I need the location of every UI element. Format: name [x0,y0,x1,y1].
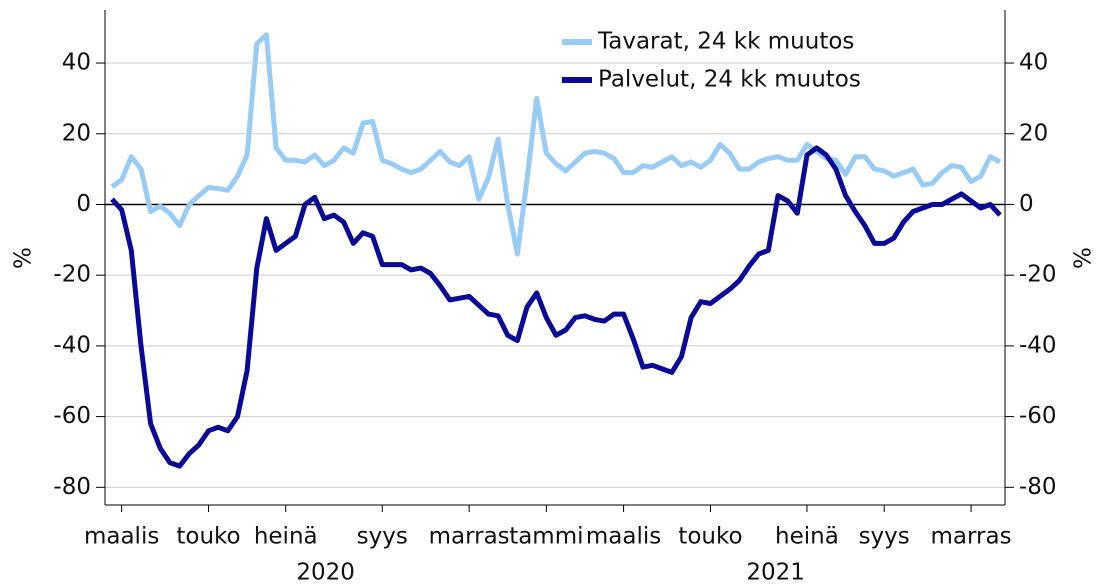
y-tick-label: 40 [62,50,91,76]
x-tick-label: marras [930,524,1011,550]
y-tick-label: -20 [53,262,91,288]
x-tick-label: syys [357,524,408,550]
x-tick-label: touko [678,524,742,550]
y2-tick-label: -20 [1019,262,1057,288]
y2-tick-label: -40 [1019,332,1057,358]
y-tick-label: 0 [76,191,91,217]
y2-tick-label: -60 [1019,403,1057,429]
y-tick-label: -80 [53,474,91,500]
y-tick-label: -40 [53,332,91,358]
y2-tick-label: 20 [1019,120,1048,146]
y2-axis-label: % [1071,247,1097,269]
line-series [110,32,1002,257]
x-tick-label: marras [429,524,510,550]
x-group-label: 2021 [746,560,805,586]
legend-label: Tavarat, 24 kk muutos [597,29,854,55]
x-tick-label: maalis [586,524,661,550]
legend-label: Palvelut, 24 kk muutos [598,67,861,93]
y2-tick-label: 40 [1019,50,1048,76]
y-tick-label: -60 [53,403,91,429]
x-tick-label: touko [176,524,240,550]
x-group-label: 2020 [296,560,355,586]
y-tick-label: 20 [62,120,91,146]
line-series [110,145,1002,469]
x-tick-label: tammi [509,524,583,550]
y-axis-label: % [11,247,37,269]
y2-tick-label: -80 [1019,474,1057,500]
x-tick-label: maalis [84,524,159,550]
x-tick-label: heinä [775,524,839,550]
x-tick-label: heinä [254,524,318,550]
y2-tick-label: 0 [1019,191,1034,217]
x-tick-label: syys [859,524,910,550]
